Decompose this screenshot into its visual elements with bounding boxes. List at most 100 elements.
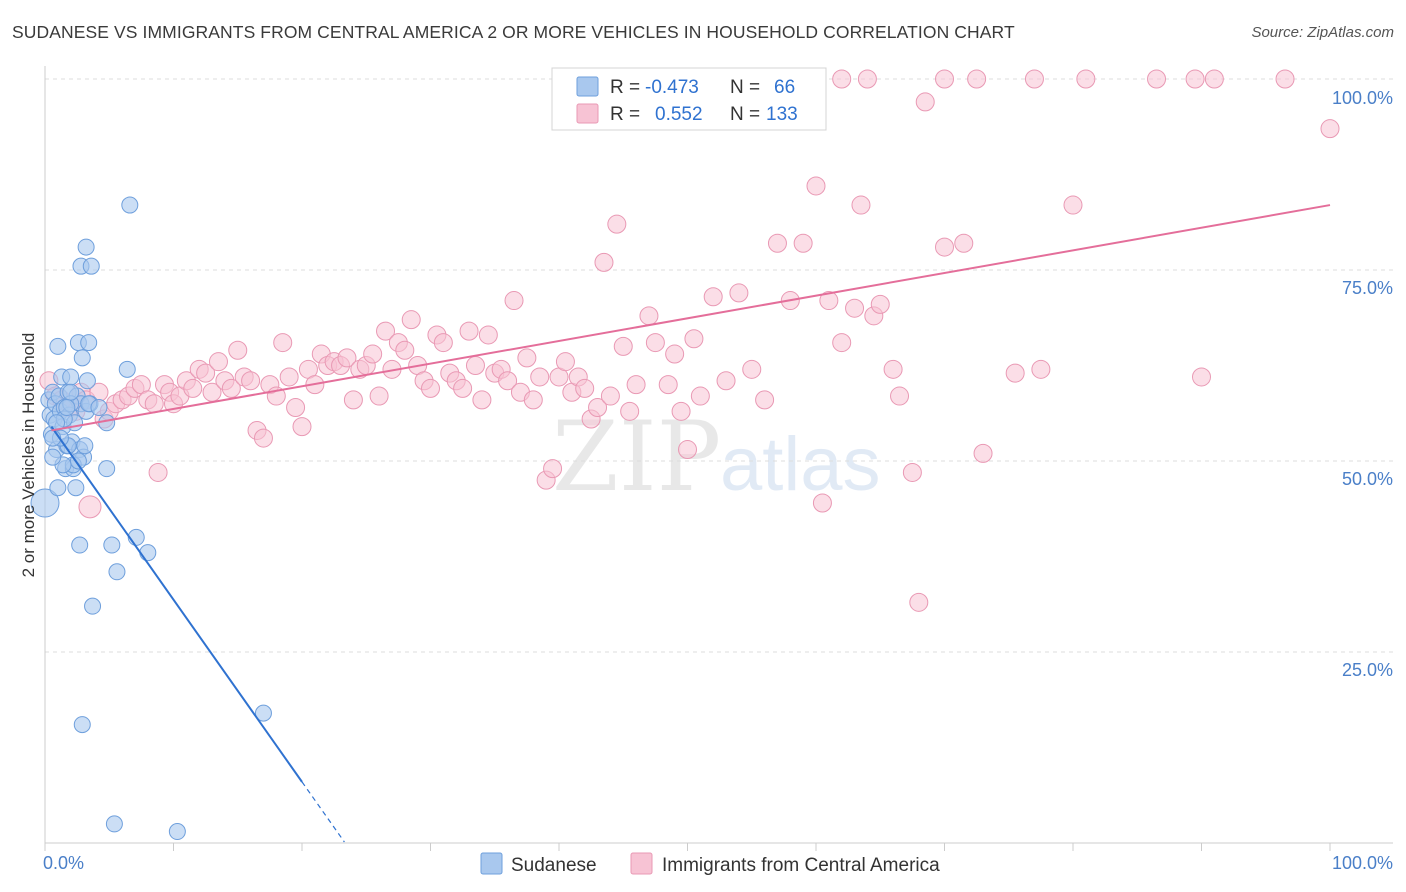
data-point-central-america <box>1275 69 1295 89</box>
data-point-sudanese <box>105 815 123 833</box>
data-point-central-america <box>241 371 261 391</box>
data-point-central-america <box>472 390 492 410</box>
data-point-central-america <box>594 252 614 272</box>
data-point-central-america <box>292 417 312 437</box>
bottom-legend-swatch-sudanese <box>480 852 503 875</box>
data-point-sudanese <box>168 823 186 841</box>
data-point-sudanese <box>139 544 157 562</box>
data-point-central-america <box>716 371 736 391</box>
data-point-central-america <box>658 375 678 395</box>
gridlines <box>45 78 1393 653</box>
data-point-central-america <box>671 401 691 421</box>
data-point-sudanese <box>30 488 60 518</box>
data-point-central-america <box>588 398 608 418</box>
data-point-central-america <box>729 283 749 303</box>
data-point-central-america <box>857 69 877 89</box>
data-point-central-america <box>555 352 575 372</box>
data-point-central-america <box>523 390 543 410</box>
data-point-central-america <box>1076 69 1096 89</box>
data-point-central-america <box>363 344 383 364</box>
data-point-central-america <box>600 386 620 406</box>
data-point-central-america <box>1031 359 1051 379</box>
data-point-sudanese <box>98 460 116 478</box>
data-point-central-america <box>498 371 518 391</box>
data-point-central-america <box>678 440 697 460</box>
data-point-central-america <box>273 333 293 353</box>
data-point-central-america <box>453 378 473 398</box>
data-point-central-america <box>279 367 299 387</box>
data-point-central-america <box>208 352 228 372</box>
legend-swatch-pink <box>576 103 599 124</box>
stats-legend: R = -0.473 N = 66 R = 0.552 N = 133 <box>551 67 827 131</box>
x-tick-label: 0.0% <box>43 853 84 873</box>
data-point-central-america <box>1024 69 1044 89</box>
data-point-central-america <box>742 359 762 379</box>
data-point-central-america <box>935 237 954 257</box>
data-point-central-america <box>465 356 485 375</box>
data-point-central-america <box>845 298 865 318</box>
data-point-sudanese <box>82 257 100 275</box>
data-point-central-america <box>1204 69 1224 89</box>
data-point-central-america <box>967 69 987 89</box>
legend-r-label: R = <box>610 104 640 125</box>
y-axis-title: 2 or more Vehicles in Household <box>19 333 38 578</box>
data-point-central-america <box>767 233 787 253</box>
data-point-sudanese <box>58 399 76 417</box>
source-credit: Source: ZipAtlas.com <box>1251 24 1394 41</box>
data-point-sudanese <box>49 479 67 497</box>
data-point-central-america <box>1063 195 1083 215</box>
trendlines <box>50 204 1331 843</box>
data-point-sudanese <box>254 704 272 722</box>
data-point-central-america <box>148 462 168 482</box>
legend-r-value: 0.552 <box>655 104 703 125</box>
data-point-central-america <box>639 306 659 326</box>
chart-title: SUDANESE VS IMMIGRANTS FROM CENTRAL AMER… <box>12 22 1015 42</box>
legend-r-value: -0.473 <box>645 77 699 98</box>
data-point-central-america <box>613 336 633 356</box>
data-point-sudanese <box>118 360 136 378</box>
y-tick-label: 50.0% <box>1342 469 1393 489</box>
legend-n-label: N = <box>730 104 760 125</box>
data-point-central-america <box>376 321 396 341</box>
legend-n-value: 133 <box>766 104 798 125</box>
data-point-central-america <box>1192 367 1211 387</box>
data-point-sudanese <box>77 238 95 256</box>
data-point-central-america <box>954 233 974 253</box>
legend-r-label: R = <box>610 77 640 98</box>
data-point-central-america <box>793 233 813 253</box>
data-point-central-america <box>369 386 389 406</box>
data-point-central-america <box>806 176 826 196</box>
data-point-central-america <box>504 291 524 311</box>
series-sudanese <box>30 196 272 841</box>
data-point-central-america <box>902 462 922 482</box>
legend-n-label: N = <box>730 77 760 98</box>
data-point-sudanese <box>121 196 139 214</box>
data-point-sudanese <box>71 536 89 554</box>
data-point-sudanese <box>62 383 80 401</box>
data-point-central-america <box>684 329 704 349</box>
trendline-sudanese-extension <box>301 781 345 843</box>
data-point-central-america <box>517 348 537 368</box>
data-point-sudanese <box>103 536 121 554</box>
data-point-central-america <box>819 291 839 311</box>
data-point-central-america <box>1005 363 1025 383</box>
x-tick-label: 100.0% <box>1332 853 1393 873</box>
data-point-sudanese <box>76 437 94 455</box>
legend-n-value: 66 <box>774 77 795 98</box>
data-point-central-america <box>478 325 498 345</box>
watermark: ZIP atlas <box>552 401 881 513</box>
data-point-central-america <box>645 333 665 353</box>
data-point-central-america <box>221 378 241 398</box>
data-point-central-america <box>832 69 852 89</box>
data-point-sudanese <box>44 448 62 466</box>
data-point-central-america <box>343 390 363 410</box>
data-point-sudanese <box>67 479 85 497</box>
data-point-central-america <box>703 287 723 307</box>
data-point-central-america <box>337 348 357 368</box>
data-point-central-america <box>909 592 929 612</box>
data-point-central-america <box>286 398 306 418</box>
data-point-central-america <box>620 401 640 421</box>
data-point-sudanese <box>84 597 102 615</box>
data-point-central-america <box>253 428 273 448</box>
data-point-sudanese <box>78 372 96 390</box>
